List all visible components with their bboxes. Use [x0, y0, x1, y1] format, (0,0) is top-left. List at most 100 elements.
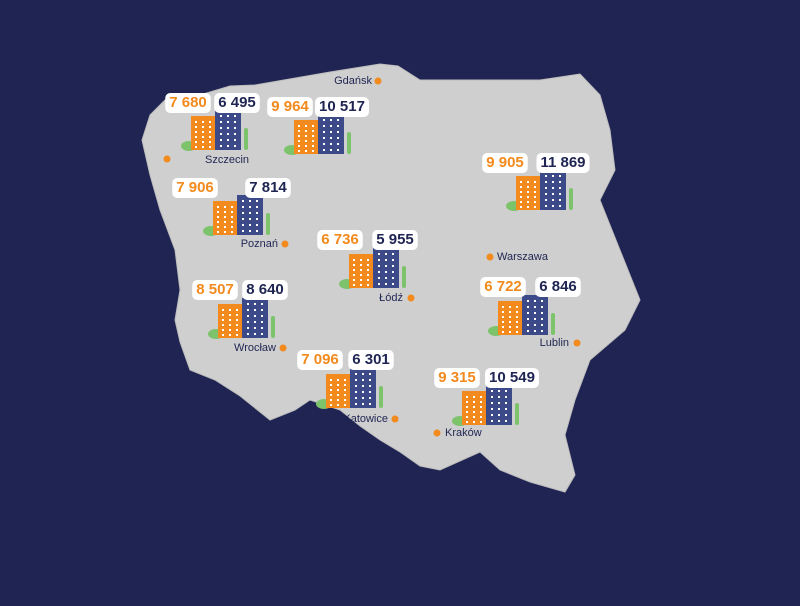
- window: [534, 300, 536, 302]
- window: [247, 327, 249, 329]
- window: [520, 181, 522, 183]
- window: [369, 379, 371, 381]
- window: [362, 379, 364, 381]
- value-label: 6 301: [352, 351, 390, 368]
- window: [516, 331, 518, 333]
- tree: [402, 266, 406, 288]
- window: [261, 315, 263, 317]
- value-box: [317, 230, 363, 250]
- window: [220, 121, 222, 123]
- window: [305, 125, 307, 127]
- window: [344, 379, 346, 381]
- window: [534, 306, 536, 308]
- building-icon: [488, 295, 555, 336]
- value-label: 9 905: [486, 154, 524, 171]
- window: [505, 396, 507, 398]
- window: [534, 186, 536, 188]
- window: [527, 186, 529, 188]
- value-box: [242, 280, 288, 300]
- window: [520, 191, 522, 193]
- city-dot: [433, 429, 441, 437]
- window: [247, 309, 249, 311]
- window: [323, 131, 325, 133]
- value-label: 6 722: [484, 278, 522, 295]
- window: [355, 373, 357, 375]
- window: [367, 284, 369, 286]
- window: [231, 221, 233, 223]
- window: [498, 414, 500, 416]
- value-label: 7 814: [249, 179, 287, 196]
- window: [355, 391, 357, 393]
- value-box: [297, 350, 343, 370]
- value-label: 8 640: [246, 281, 284, 298]
- window: [466, 421, 468, 423]
- window: [378, 253, 380, 255]
- city-label: Kraków: [445, 427, 482, 439]
- window: [378, 265, 380, 267]
- window: [466, 406, 468, 408]
- window: [559, 181, 561, 183]
- window: [505, 408, 507, 410]
- window: [509, 321, 511, 323]
- window: [527, 318, 529, 320]
- window: [229, 329, 231, 331]
- window: [312, 130, 314, 132]
- window: [222, 314, 224, 316]
- window: [330, 137, 332, 139]
- window: [353, 264, 355, 266]
- window: [527, 300, 529, 302]
- city-label: Lublin: [540, 337, 569, 349]
- window: [195, 131, 197, 133]
- window: [355, 403, 357, 405]
- window: [312, 135, 314, 137]
- city-dot: [374, 77, 382, 85]
- window: [312, 125, 314, 127]
- window: [498, 390, 500, 392]
- window: [552, 175, 554, 177]
- window: [505, 402, 507, 404]
- window: [480, 411, 482, 413]
- value-box: [536, 153, 590, 173]
- window: [362, 385, 364, 387]
- window: [337, 389, 339, 391]
- window: [355, 385, 357, 387]
- window: [224, 226, 226, 228]
- window: [209, 126, 211, 128]
- window: [247, 315, 249, 317]
- window: [509, 326, 511, 328]
- tree: [379, 386, 383, 408]
- window: [559, 199, 561, 201]
- tree: [347, 132, 351, 154]
- window: [229, 334, 231, 336]
- window: [330, 131, 332, 133]
- window: [224, 231, 226, 233]
- city-label: Gdańsk: [334, 75, 372, 87]
- window: [249, 206, 251, 208]
- window: [330, 379, 332, 381]
- window: [360, 279, 362, 281]
- value-box: [480, 277, 526, 297]
- window: [344, 384, 346, 386]
- window: [234, 127, 236, 129]
- window: [195, 146, 197, 148]
- window: [242, 224, 244, 226]
- window: [234, 139, 236, 141]
- window: [369, 403, 371, 405]
- tree: [266, 213, 270, 235]
- window: [231, 211, 233, 213]
- window: [222, 334, 224, 336]
- window: [202, 121, 204, 123]
- value-box: [315, 97, 369, 117]
- window: [220, 139, 222, 141]
- window: [236, 329, 238, 331]
- window: [498, 402, 500, 404]
- window: [491, 396, 493, 398]
- window: [520, 201, 522, 203]
- window: [480, 401, 482, 403]
- window: [256, 218, 258, 220]
- window: [516, 311, 518, 313]
- window: [360, 274, 362, 276]
- window: [520, 196, 522, 198]
- window: [222, 309, 224, 311]
